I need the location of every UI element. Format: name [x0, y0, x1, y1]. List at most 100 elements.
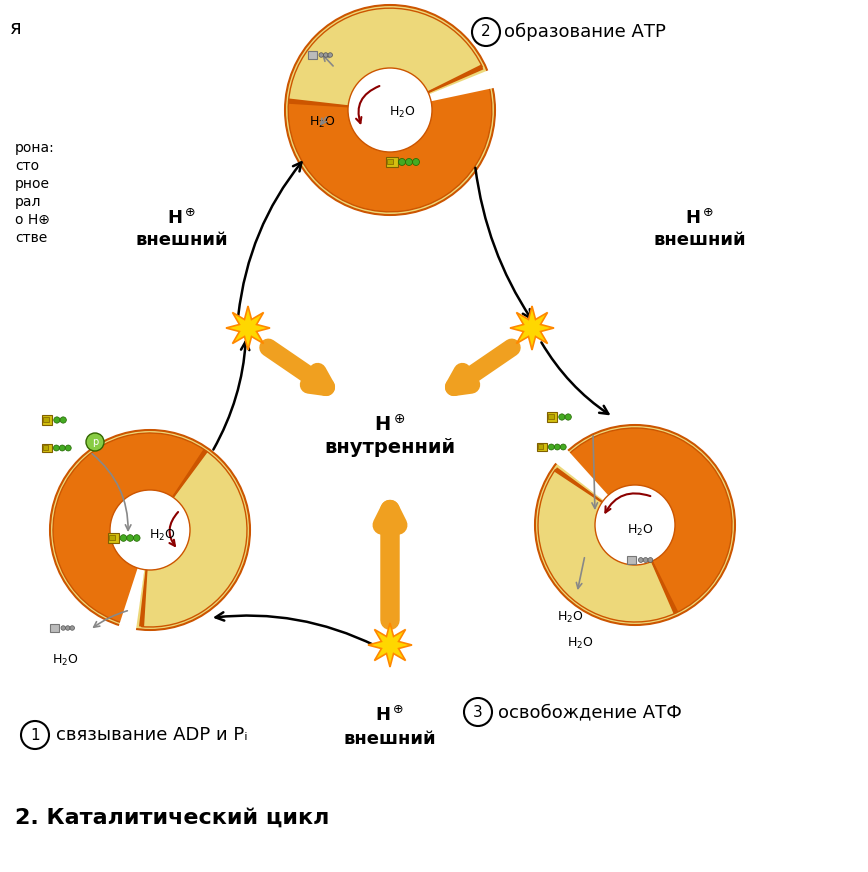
Wedge shape	[554, 467, 603, 503]
Circle shape	[110, 490, 190, 570]
Text: связывание ADP и Pᵢ: связывание ADP и Pᵢ	[56, 726, 247, 744]
Circle shape	[134, 535, 140, 542]
Circle shape	[65, 445, 71, 451]
Text: рона:: рона:	[15, 141, 55, 155]
Circle shape	[324, 52, 328, 58]
Circle shape	[319, 52, 324, 58]
Circle shape	[65, 626, 70, 630]
Circle shape	[549, 444, 555, 450]
FancyBboxPatch shape	[43, 417, 49, 422]
Circle shape	[405, 159, 412, 166]
Text: H$_2$O: H$_2$O	[309, 114, 335, 130]
Circle shape	[638, 557, 643, 562]
Text: 2. Каталитический цикл: 2. Каталитический цикл	[15, 808, 329, 828]
Circle shape	[560, 444, 566, 450]
Wedge shape	[650, 560, 678, 614]
FancyBboxPatch shape	[108, 533, 119, 542]
Wedge shape	[428, 72, 487, 97]
Wedge shape	[53, 433, 206, 625]
FancyBboxPatch shape	[307, 51, 317, 59]
Wedge shape	[559, 460, 606, 501]
FancyBboxPatch shape	[108, 535, 115, 541]
Text: H$^\oplus$: H$^\oplus$	[168, 208, 196, 228]
Circle shape	[53, 445, 59, 451]
Polygon shape	[226, 306, 270, 350]
Text: рное: рное	[15, 177, 50, 191]
Text: рал: рал	[15, 195, 42, 209]
Wedge shape	[561, 428, 732, 613]
Text: освобождение АТФ: освобождение АТФ	[498, 703, 682, 721]
Circle shape	[86, 433, 104, 451]
Text: H$_2$O: H$_2$O	[148, 528, 175, 542]
FancyBboxPatch shape	[387, 159, 393, 164]
Text: H$_2$O: H$_2$O	[627, 522, 654, 537]
FancyBboxPatch shape	[385, 157, 398, 167]
Circle shape	[328, 52, 332, 58]
Text: 2: 2	[481, 24, 490, 39]
Circle shape	[60, 417, 66, 423]
Circle shape	[285, 5, 495, 215]
Circle shape	[555, 444, 560, 450]
Wedge shape	[538, 469, 676, 622]
FancyBboxPatch shape	[43, 446, 49, 450]
Circle shape	[643, 557, 648, 562]
Circle shape	[54, 417, 60, 423]
FancyBboxPatch shape	[42, 444, 52, 453]
Circle shape	[70, 626, 75, 630]
Text: стве: стве	[15, 231, 47, 245]
Wedge shape	[131, 569, 144, 626]
Text: сто: сто	[15, 159, 39, 173]
Wedge shape	[118, 530, 150, 631]
Wedge shape	[427, 65, 483, 93]
Circle shape	[21, 721, 49, 749]
Text: внешний: внешний	[135, 231, 228, 249]
Text: H$_2$O: H$_2$O	[52, 652, 78, 668]
Text: H$_2$O: H$_2$O	[567, 636, 594, 651]
Text: внутренний: внутренний	[325, 438, 456, 457]
FancyBboxPatch shape	[548, 414, 554, 419]
Text: о H⊕: о H⊕	[15, 213, 49, 227]
Circle shape	[127, 535, 134, 542]
FancyBboxPatch shape	[42, 415, 52, 425]
Text: H$_2$O: H$_2$O	[389, 105, 415, 119]
Text: H$^\oplus$: H$^\oplus$	[374, 414, 405, 435]
FancyBboxPatch shape	[627, 556, 636, 564]
Polygon shape	[368, 623, 412, 667]
Text: p: p	[92, 437, 98, 447]
Circle shape	[61, 626, 65, 630]
Polygon shape	[510, 306, 554, 350]
Circle shape	[464, 698, 492, 726]
Circle shape	[398, 159, 405, 166]
Circle shape	[559, 414, 565, 420]
Text: 3: 3	[473, 705, 483, 719]
Text: я: я	[10, 18, 22, 37]
Text: 1: 1	[30, 727, 40, 742]
FancyBboxPatch shape	[547, 412, 557, 421]
Wedge shape	[141, 451, 247, 627]
Text: H$^\oplus$: H$^\oplus$	[376, 705, 404, 725]
Circle shape	[565, 414, 571, 420]
Wedge shape	[555, 449, 635, 525]
Circle shape	[648, 557, 653, 562]
Wedge shape	[288, 8, 483, 106]
Circle shape	[472, 18, 500, 46]
Circle shape	[59, 445, 65, 451]
FancyBboxPatch shape	[49, 624, 59, 632]
Text: H$^\oplus$: H$^\oplus$	[686, 208, 714, 228]
FancyBboxPatch shape	[537, 445, 543, 449]
Wedge shape	[288, 75, 492, 212]
Wedge shape	[288, 99, 349, 107]
Text: H$_2$O: H$_2$O	[556, 610, 583, 624]
Text: внешний: внешний	[344, 730, 437, 748]
Circle shape	[412, 159, 419, 166]
Text: внешний: внешний	[654, 231, 746, 249]
Wedge shape	[390, 70, 495, 110]
Circle shape	[535, 425, 735, 625]
Text: образование АТР: образование АТР	[504, 23, 666, 41]
Wedge shape	[139, 569, 148, 627]
Circle shape	[595, 485, 675, 565]
Circle shape	[50, 430, 250, 630]
FancyBboxPatch shape	[536, 443, 547, 452]
Circle shape	[348, 68, 432, 152]
Circle shape	[120, 535, 127, 542]
